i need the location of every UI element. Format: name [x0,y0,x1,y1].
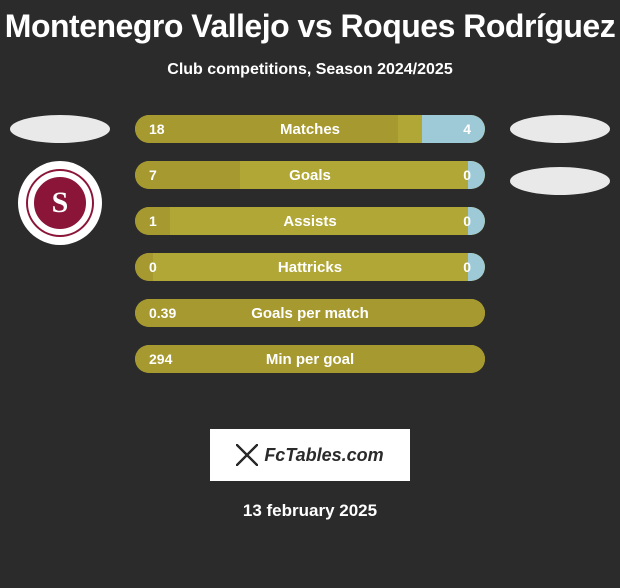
page-title: Montenegro Vallejo vs Roques Rodríguez [0,8,620,45]
stat-row: 7Goals0 [135,161,485,189]
page-subtitle: Club competitions, Season 2024/2025 [0,61,620,79]
stat-row: 1Assists0 [135,207,485,235]
bar-label: Goals per match [135,305,485,322]
left-name-oval [10,115,110,143]
chart-icon [236,444,258,466]
bar-right-value: 4 [463,121,471,137]
bar-right-value: 0 [463,259,471,275]
bar-label: Matches [135,121,485,138]
badge-letter: S [52,186,69,220]
comparison-area: S 18Matches47Goals01Assists00Hattricks00… [0,115,620,415]
footer-logo: FcTables.com [210,429,410,481]
bar-right-value: 0 [463,213,471,229]
bar-right-value: 0 [463,167,471,183]
right-name-oval-2 [510,167,610,195]
stat-row: 294Min per goal [135,345,485,373]
stat-row: 0.39Goals per match [135,299,485,327]
stat-row: 18Matches4 [135,115,485,143]
bar-label: Hattricks [135,259,485,276]
footer-date: 13 february 2025 [0,501,620,521]
bar-label: Min per goal [135,351,485,368]
stat-bars: 18Matches47Goals01Assists00Hattricks00.3… [135,115,485,391]
bar-label: Goals [135,167,485,184]
bar-label: Assists [135,213,485,230]
right-name-oval [510,115,610,143]
footer-brand-text: FcTables.com [264,445,383,466]
right-player-column [510,115,610,195]
left-player-column: S [10,115,110,245]
left-team-badge: S [18,161,102,245]
stat-row: 0Hattricks0 [135,253,485,281]
badge-inner-circle: S [28,171,92,235]
